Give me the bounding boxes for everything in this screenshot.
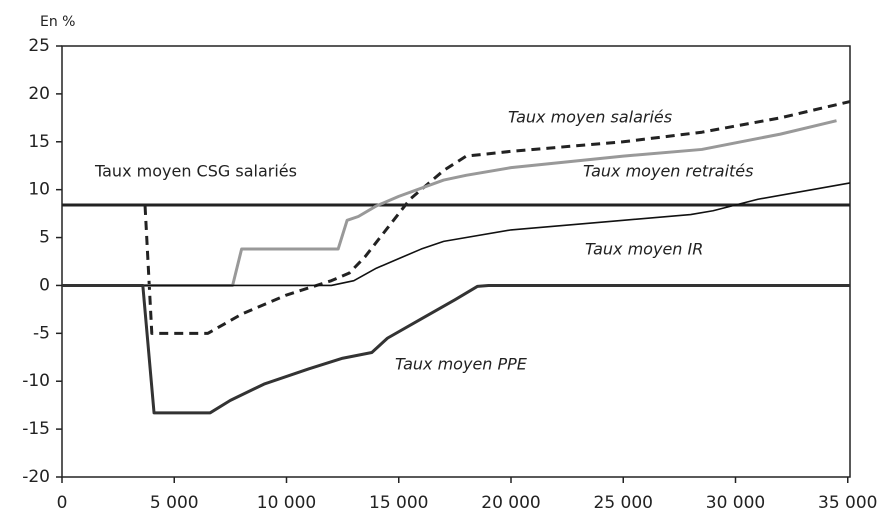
- series-label: Taux moyen PPE: [395, 355, 528, 374]
- x-tick-label: 35 000: [818, 493, 877, 513]
- y-tick-label: 20: [28, 84, 50, 104]
- plot-frame: [61, 45, 851, 478]
- series-label: Taux moyen retraités: [583, 162, 753, 181]
- series-line: [62, 283, 850, 415]
- y-tick-label: 25: [28, 36, 50, 56]
- x-tick-label: 15 000: [369, 493, 428, 513]
- series-label: Taux moyen CSG salariés: [94, 162, 297, 181]
- y-tick-label: 10: [28, 180, 50, 200]
- y-tick-label: -10: [22, 371, 50, 391]
- x-tick-label: 0: [57, 493, 68, 513]
- series-label: Taux moyen salariés: [508, 108, 672, 127]
- x-tick-label: 5 000: [150, 493, 199, 513]
- y-tick-label: 5: [39, 228, 50, 248]
- x-tick-label: 10 000: [257, 493, 316, 513]
- y-tick-label: -5: [33, 323, 50, 343]
- y-tick-label: 15: [28, 132, 50, 152]
- series-line: [62, 182, 851, 287]
- x-tick-label: 30 000: [706, 493, 765, 513]
- series-line: [84, 119, 837, 287]
- x-tick-label: 20 000: [481, 493, 540, 513]
- x-tick-label: 25 000: [594, 493, 653, 513]
- y-tick-label: 0: [39, 275, 50, 295]
- y-tick-label: -20: [22, 467, 50, 487]
- series-label: Taux moyen IR: [585, 240, 703, 259]
- series-line: [143, 100, 851, 335]
- y-tick-label: -15: [22, 419, 50, 439]
- y-axis-label: En %: [40, 14, 75, 30]
